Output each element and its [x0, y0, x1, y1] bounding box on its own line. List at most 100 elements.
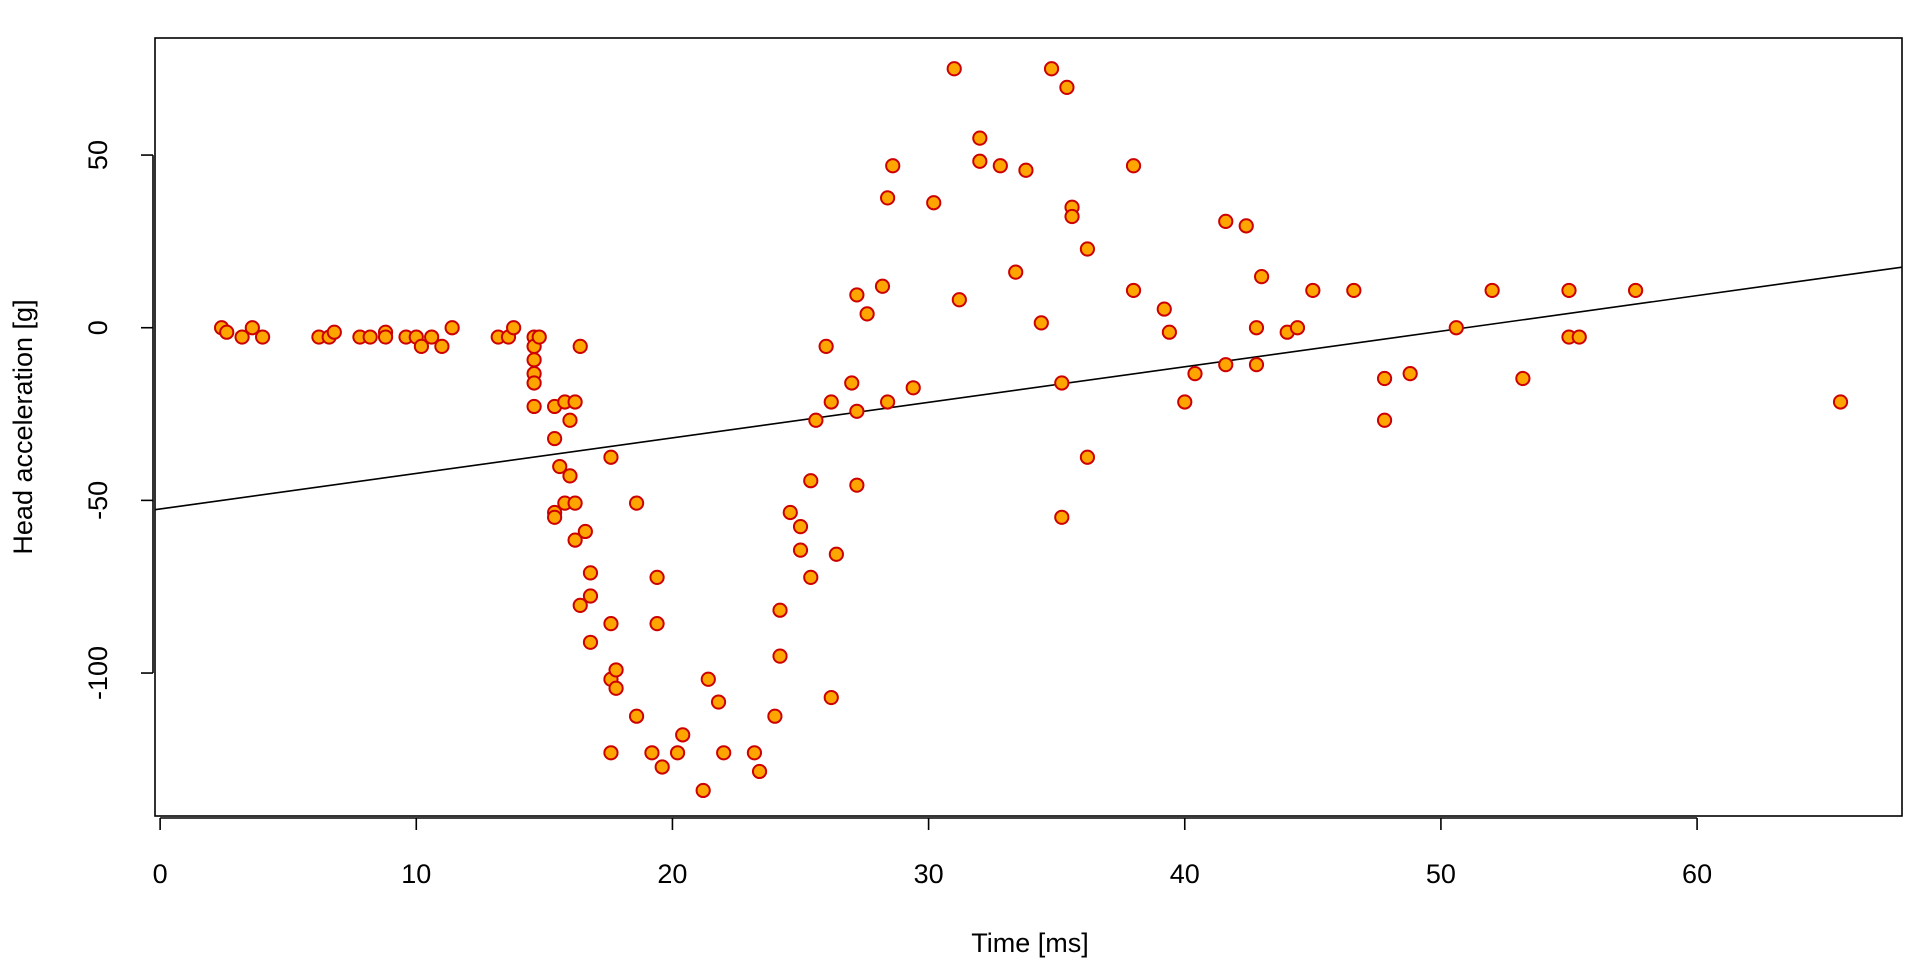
data-point [1079, 241, 1096, 257]
data-point [803, 473, 819, 489]
data-point [526, 352, 542, 368]
data-point [751, 763, 768, 780]
data-point [326, 324, 342, 340]
data-point [572, 597, 588, 613]
data-point [603, 449, 619, 465]
data-point [244, 320, 260, 336]
data-point [608, 680, 624, 696]
data-point [1079, 449, 1096, 465]
x-tick-label: 20 [657, 859, 687, 889]
data-point [649, 569, 665, 585]
data-point [880, 394, 896, 410]
data-point [1515, 370, 1531, 387]
data-point [1571, 329, 1587, 345]
y-tick-label: 0 [83, 320, 113, 335]
data-point [434, 338, 450, 354]
data-point [1054, 375, 1070, 391]
x-tick-label: 30 [914, 859, 944, 889]
data-point [951, 292, 967, 308]
data-point [526, 398, 542, 415]
data-point [1125, 282, 1142, 299]
data-point [792, 519, 809, 535]
data-point [700, 671, 716, 687]
x-axis: 0 10 20 30 40 50 60 [153, 817, 1712, 889]
data-point [567, 532, 583, 548]
data-point [905, 380, 921, 396]
data-point [885, 158, 901, 174]
data-point [1033, 315, 1049, 331]
y-axis-title: Head acceleration [g] [8, 299, 38, 554]
data-point [1177, 394, 1193, 410]
data-point [823, 689, 839, 706]
data-point [254, 329, 271, 345]
data-point [972, 130, 988, 146]
x-tick-label: 50 [1426, 859, 1456, 889]
data-point [792, 542, 809, 558]
data-point [582, 634, 599, 650]
data-point [1305, 282, 1321, 299]
data-point [992, 158, 1008, 174]
x-tick-label: 10 [401, 859, 431, 889]
data-point [1043, 61, 1060, 77]
data-point [849, 477, 865, 493]
data-point [1248, 320, 1265, 336]
data-point [1156, 301, 1172, 317]
data-point [562, 412, 578, 428]
data-point [803, 569, 819, 585]
points-layer [214, 61, 1849, 799]
data-point [772, 602, 788, 618]
data-point [1376, 412, 1393, 428]
data-point [628, 495, 645, 511]
data-point [1484, 282, 1500, 299]
data-point [844, 375, 860, 391]
y-tick-label: 50 [83, 140, 113, 170]
y-axis: -100 -50 0 50 [83, 140, 154, 700]
data-point [859, 306, 875, 322]
data-point [547, 430, 563, 447]
data-point [849, 403, 865, 419]
data-point [1238, 218, 1254, 234]
data-point [582, 588, 599, 604]
data-point [710, 694, 727, 710]
data-point [603, 745, 619, 761]
regression-line [154, 266, 1903, 511]
plot-frame [154, 37, 1903, 817]
data-point [582, 565, 599, 581]
data-point [849, 287, 865, 303]
data-point [1125, 158, 1142, 174]
data-point [1054, 509, 1070, 525]
data-point [603, 616, 619, 632]
data-point [526, 375, 542, 391]
data-point [1248, 357, 1265, 373]
data-point [772, 648, 788, 664]
data-point [644, 745, 660, 761]
data-point [608, 662, 624, 678]
y-tick-label: -100 [83, 646, 113, 700]
data-point [1218, 213, 1234, 229]
data-point [1064, 208, 1080, 225]
data-point [552, 458, 568, 475]
data-point [1218, 357, 1234, 373]
data-point [1008, 264, 1024, 280]
data-point [767, 708, 783, 724]
data-point [377, 329, 394, 345]
data-point [572, 338, 588, 354]
x-tick-label: 40 [1170, 859, 1200, 889]
data-point [880, 190, 896, 206]
data-point [506, 320, 522, 336]
data-point [1289, 320, 1306, 336]
data-point [972, 153, 988, 169]
fit-line-layer [154, 266, 1903, 511]
data-point [562, 468, 578, 484]
data-point [782, 504, 798, 521]
data-point [926, 195, 942, 211]
data-point [577, 523, 593, 540]
data-point [823, 394, 839, 410]
data-point [234, 329, 250, 345]
data-point [654, 759, 670, 775]
data-point [413, 338, 430, 354]
data-point [1448, 320, 1464, 336]
data-point [695, 782, 711, 799]
data-point [818, 338, 834, 354]
data-point [1402, 366, 1418, 382]
